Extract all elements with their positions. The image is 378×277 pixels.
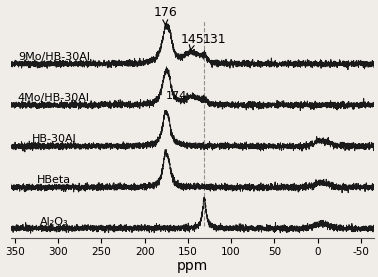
Text: 145: 145 — [181, 33, 205, 50]
Text: HBeta: HBeta — [37, 175, 71, 185]
Text: 131: 131 — [203, 33, 227, 46]
X-axis label: ppm: ppm — [177, 259, 208, 273]
Text: 176: 176 — [153, 6, 177, 25]
Text: HB-30Al: HB-30Al — [31, 134, 76, 144]
Text: 174: 174 — [166, 91, 187, 101]
Text: 4Mo/HB-30Al: 4Mo/HB-30Al — [18, 93, 90, 103]
Text: Al₂O₃: Al₂O₃ — [39, 217, 68, 227]
Text: 9Mo/HB-30Al: 9Mo/HB-30Al — [18, 52, 90, 62]
